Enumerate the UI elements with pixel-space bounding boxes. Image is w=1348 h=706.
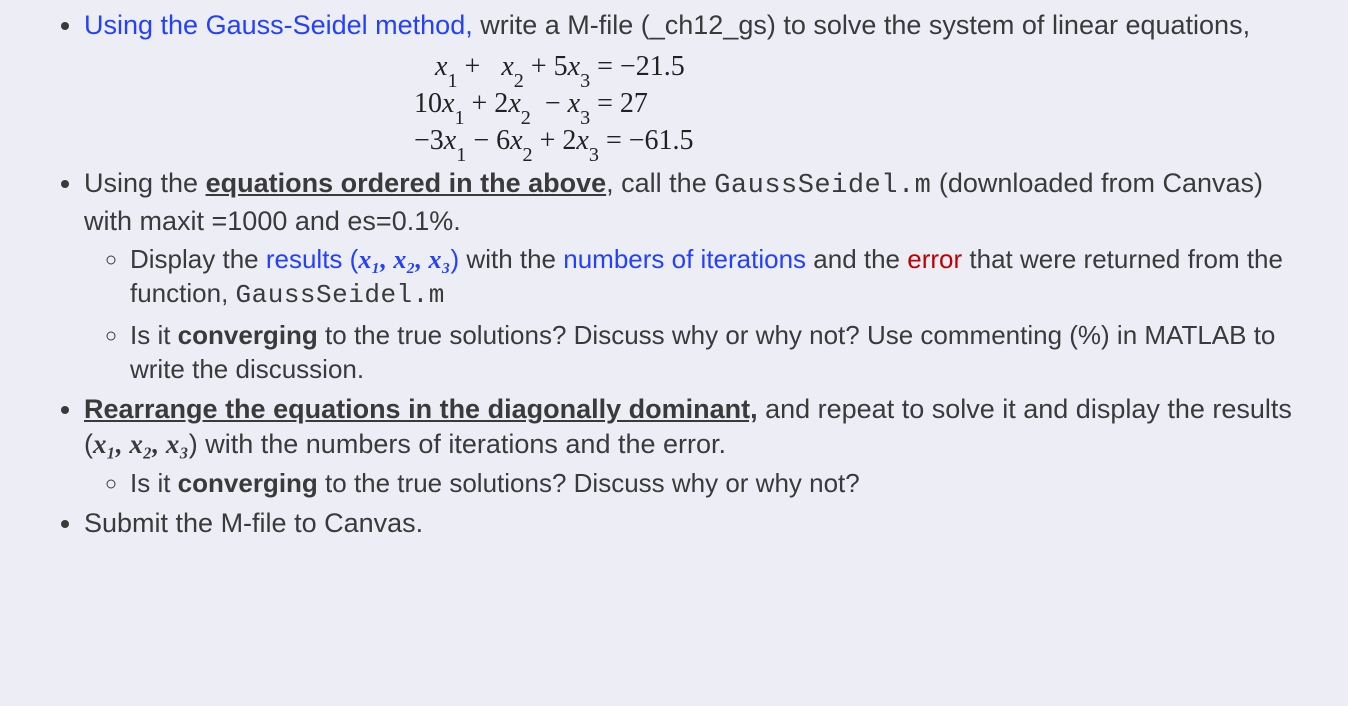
b2-p1: Using the bbox=[84, 168, 206, 198]
s3a-p1: Is it bbox=[130, 468, 178, 498]
sub-converging-2: Is it converging to the true solutions? … bbox=[130, 467, 1308, 501]
bullet-submit: Submit the M-file to Canvas. bbox=[84, 506, 1308, 541]
s2a-blue1b: ) bbox=[451, 244, 460, 274]
s2b-bold: converging bbox=[178, 320, 318, 350]
bullet1-rest: write a M-file (_ch12_gs) to solve the s… bbox=[473, 10, 1250, 40]
s2a-p2: with the bbox=[459, 244, 563, 274]
s2a-p1: Display the bbox=[130, 244, 266, 274]
b2-underline: equations ordered in the above bbox=[206, 168, 607, 198]
b3-vars: x₁, x₂, x₃ bbox=[93, 429, 189, 459]
s2a-blue1a: results ( bbox=[266, 244, 358, 274]
bullet-list: Using the Gauss-Seidel method, write a M… bbox=[40, 8, 1308, 541]
sub-display-results: Display the results (x₁, x₂, x₃) with th… bbox=[130, 243, 1308, 313]
b3-underline: Rearrange the equations in the diagonall… bbox=[84, 394, 758, 424]
b3-rest2: ) with the numbers of iterations and the… bbox=[189, 429, 726, 459]
equation-3: −3x1 − 6x2 + 2x3 = −61.5 bbox=[414, 123, 1308, 160]
sublist-3: Is it converging to the true solutions? … bbox=[84, 467, 1308, 501]
s2a-p3: and the bbox=[806, 244, 907, 274]
sub-converging-1: Is it converging to the true solutions? … bbox=[130, 319, 1308, 387]
b4-text: Submit the M-file to Canvas. bbox=[84, 508, 423, 538]
sublist-2: Display the results (x₁, x₂, x₃) with th… bbox=[84, 243, 1308, 386]
s2a-error: error bbox=[907, 244, 962, 274]
b2-code: GaussSeidel.m bbox=[714, 171, 931, 201]
bullet-gauss-seidel: Using the Gauss-Seidel method, write a M… bbox=[84, 8, 1308, 160]
s2b-p1: Is it bbox=[130, 320, 178, 350]
equation-2: 10x1 + 2x2 − x3 = 27 bbox=[414, 86, 1308, 123]
s2a-vars: x₁, x₂, x₃ bbox=[358, 245, 450, 274]
bullet1-lead: Using the Gauss-Seidel method, bbox=[84, 10, 473, 40]
s3a-p2: to the true solutions? Discuss why or wh… bbox=[318, 468, 860, 498]
s3a-bold: converging bbox=[178, 468, 318, 498]
equation-1: x1 + x2 + 5x3 = −21.5 bbox=[414, 49, 1308, 86]
equation-block: x1 + x2 + 5x3 = −21.5 10x1 + 2x2 − x3 = … bbox=[414, 49, 1308, 160]
s2a-code: GaussSeidel.m bbox=[236, 280, 445, 310]
b2-p2: , call the bbox=[606, 168, 714, 198]
bullet-original-order: Using the equations ordered in the above… bbox=[84, 166, 1308, 386]
s2a-blue2: numbers of iterations bbox=[563, 244, 806, 274]
slide-body: Using the Gauss-Seidel method, write a M… bbox=[0, 0, 1348, 555]
bullet-diagonally-dominant: Rearrange the equations in the diagonall… bbox=[84, 392, 1308, 500]
